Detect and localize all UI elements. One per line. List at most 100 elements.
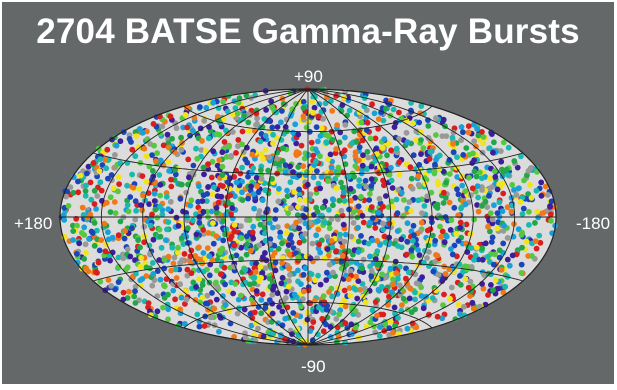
burst-point bbox=[413, 137, 420, 143]
burst-point bbox=[260, 254, 266, 261]
burst-point bbox=[257, 138, 264, 145]
burst-point bbox=[485, 270, 492, 277]
burst-point bbox=[475, 256, 482, 263]
burst-point bbox=[258, 151, 265, 158]
burst-point bbox=[357, 131, 363, 138]
burst-point bbox=[436, 152, 443, 159]
burst-point bbox=[471, 168, 478, 175]
burst-point bbox=[214, 131, 221, 138]
burst-point bbox=[164, 131, 171, 138]
burst-point bbox=[410, 120, 416, 127]
burst-point bbox=[103, 199, 110, 206]
burst-point bbox=[70, 222, 76, 229]
burst-point bbox=[216, 157, 223, 164]
burst-point bbox=[262, 230, 268, 237]
burst-point bbox=[315, 113, 322, 120]
burst-point bbox=[197, 299, 204, 306]
burst-point bbox=[446, 266, 453, 273]
burst-point bbox=[137, 244, 143, 251]
burst-point bbox=[81, 256, 88, 262]
burst-point bbox=[383, 105, 389, 112]
burst-point bbox=[132, 216, 139, 223]
burst-point bbox=[204, 300, 211, 307]
burst-point bbox=[137, 263, 144, 270]
burst-point bbox=[271, 249, 278, 256]
burst-point bbox=[350, 209, 357, 216]
burst-point bbox=[387, 265, 394, 272]
burst-point bbox=[356, 177, 363, 184]
burst-point bbox=[403, 129, 410, 136]
south-pole-label: -90 bbox=[301, 357, 326, 376]
burst-point bbox=[135, 144, 142, 151]
burst-point bbox=[283, 116, 290, 123]
burst-point bbox=[133, 133, 140, 140]
burst-point bbox=[380, 226, 387, 233]
burst-point bbox=[285, 242, 292, 249]
burst-point bbox=[272, 216, 278, 222]
burst-point bbox=[353, 273, 359, 280]
burst-point bbox=[105, 175, 111, 182]
burst-point bbox=[284, 187, 290, 194]
burst-point bbox=[287, 179, 294, 186]
burst-point bbox=[490, 149, 496, 156]
burst-point bbox=[165, 291, 171, 298]
burst-point bbox=[471, 216, 478, 223]
burst-point bbox=[243, 92, 250, 99]
burst-point bbox=[292, 121, 299, 128]
burst-point bbox=[165, 159, 172, 165]
burst-point bbox=[377, 242, 383, 248]
burst-point bbox=[358, 193, 364, 200]
burst-point bbox=[352, 153, 359, 160]
burst-point bbox=[196, 183, 202, 190]
burst-point bbox=[132, 198, 139, 205]
burst-point bbox=[279, 108, 285, 114]
burst-point bbox=[250, 165, 257, 172]
burst-point bbox=[347, 268, 354, 275]
burst-point bbox=[383, 254, 390, 260]
burst-point bbox=[313, 204, 320, 211]
burst-point bbox=[475, 132, 482, 139]
burst-point bbox=[379, 145, 386, 151]
burst-point bbox=[415, 197, 422, 204]
burst-point bbox=[471, 138, 477, 145]
burst-point bbox=[418, 137, 424, 143]
burst-point bbox=[310, 319, 317, 325]
burst-point bbox=[266, 215, 273, 222]
burst-point bbox=[233, 179, 240, 186]
burst-point bbox=[462, 201, 469, 208]
burst-point bbox=[486, 145, 493, 152]
burst-point bbox=[253, 110, 260, 117]
burst-point bbox=[440, 168, 447, 175]
burst-point bbox=[335, 216, 341, 223]
burst-point bbox=[307, 300, 314, 307]
burst-point bbox=[390, 329, 396, 336]
burst-point bbox=[250, 223, 257, 230]
burst-point bbox=[494, 210, 501, 217]
burst-point bbox=[390, 276, 396, 283]
burst-point bbox=[157, 157, 164, 164]
burst-point bbox=[268, 98, 275, 105]
burst-point bbox=[139, 276, 146, 282]
burst-point bbox=[409, 185, 416, 192]
burst-point bbox=[279, 274, 286, 281]
burst-point bbox=[312, 277, 318, 284]
burst-point bbox=[390, 281, 397, 288]
burst-point bbox=[456, 261, 463, 268]
burst-point bbox=[149, 211, 155, 218]
burst-point bbox=[198, 147, 205, 153]
burst-point bbox=[393, 145, 400, 152]
burst-point bbox=[359, 265, 366, 272]
burst-point bbox=[276, 185, 282, 192]
burst-point bbox=[494, 186, 501, 193]
burst-point bbox=[321, 255, 328, 262]
burst-point bbox=[335, 164, 342, 171]
burst-point bbox=[257, 263, 264, 270]
burst-point bbox=[304, 316, 311, 323]
burst-point bbox=[255, 325, 261, 332]
burst-point bbox=[231, 333, 238, 340]
burst-point bbox=[136, 186, 143, 192]
burst-point bbox=[424, 193, 431, 200]
burst-point bbox=[255, 189, 262, 196]
burst-point bbox=[425, 123, 432, 129]
burst-point bbox=[407, 285, 414, 292]
